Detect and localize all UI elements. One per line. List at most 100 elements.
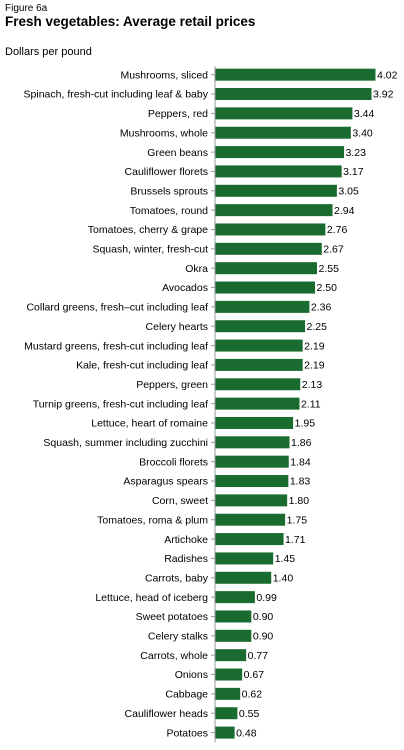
value-label: 0.99 (256, 592, 277, 604)
category-label: Spinach, fresh-cut including leaf & baby (24, 89, 209, 101)
value-label: 2.94 (334, 205, 355, 217)
value-label: 2.50 (317, 282, 338, 294)
category-label: Potatoes (167, 727, 208, 739)
bar (215, 687, 241, 700)
category-label: Brussels sprouts (130, 185, 208, 197)
category-label: Tomatoes, roma & plum (97, 514, 208, 526)
unit-label: Dollars per pound (5, 46, 92, 58)
bar (215, 300, 310, 313)
bar (215, 416, 294, 429)
bar (215, 281, 316, 294)
category-label: Corn, sweet (152, 495, 208, 507)
value-label: 0.90 (253, 631, 274, 643)
bar (215, 204, 333, 217)
value-label: 2.25 (307, 321, 328, 333)
bar (215, 397, 300, 410)
value-label: 1.45 (275, 553, 296, 565)
bar (215, 126, 351, 139)
bar (215, 358, 303, 371)
value-label: 1.84 (290, 456, 311, 468)
category-label: Lettuce, heart of romaine (91, 418, 208, 430)
category-label: Collard greens, fresh–cut including leaf (26, 302, 208, 314)
bar (215, 165, 342, 178)
bar (215, 726, 235, 739)
value-label: 0.55 (239, 708, 260, 720)
value-label: 2.11 (301, 398, 321, 410)
value-label: 1.40 (273, 572, 294, 584)
category-label: Tomatoes, cherry & grape (88, 224, 208, 236)
category-label: Okra (185, 263, 208, 275)
category-label: Broccoli florets (139, 456, 208, 468)
bar (215, 552, 274, 565)
value-label: 3.92 (373, 89, 394, 101)
bar (215, 436, 290, 449)
value-label: 0.62 (242, 689, 263, 701)
figure-label: Figure 6a (5, 3, 48, 14)
bar (215, 320, 306, 333)
category-label: Squash, summer including zucchini (43, 437, 208, 449)
value-label: 0.90 (253, 611, 274, 623)
category-label: Celery hearts (146, 321, 208, 333)
category-label: Onions (175, 669, 208, 681)
category-label: Carrots, whole (140, 650, 208, 662)
category-label: Lettuce, head of iceberg (95, 592, 208, 604)
bar (215, 223, 326, 236)
category-label: Turnip greens, fresh-cut including leaf (33, 398, 208, 410)
bar (215, 649, 247, 662)
category-label: Sweet potatoes (136, 611, 208, 623)
category-label: Mustard greens, fresh-cut including leaf (24, 340, 208, 352)
bar (215, 668, 243, 681)
value-label: 1.95 (295, 418, 316, 430)
value-label: 1.75 (287, 514, 308, 526)
bar (215, 629, 252, 642)
value-label: 4.02 (377, 69, 398, 81)
category-label: Avocados (162, 282, 208, 294)
bar (215, 591, 255, 604)
bar (215, 475, 289, 488)
bar (215, 242, 322, 255)
category-label: Asparagus spears (123, 476, 208, 488)
bar (215, 68, 376, 81)
value-label: 0.48 (236, 727, 257, 739)
value-label: 2.55 (318, 263, 339, 275)
category-label: Peppers, green (136, 379, 208, 391)
category-label: Artichoke (164, 534, 208, 546)
bar (215, 571, 272, 584)
value-label: 1.80 (289, 495, 310, 507)
bar (215, 513, 286, 526)
value-label: 2.36 (311, 302, 332, 314)
category-label: Mushrooms, whole (120, 127, 208, 139)
bar (215, 455, 289, 468)
bar (215, 533, 284, 546)
category-label: Cauliflower florets (125, 166, 208, 178)
value-label: 3.23 (346, 147, 367, 159)
value-label: 3.40 (352, 127, 373, 139)
value-label: 1.83 (290, 476, 311, 488)
bar (215, 610, 252, 623)
bar (215, 494, 288, 507)
bar (215, 107, 353, 120)
value-label: 3.05 (338, 185, 359, 197)
bar (215, 184, 337, 197)
category-label: Kale, fresh-cut including leaf (76, 360, 208, 372)
bar (215, 339, 303, 352)
value-label: 1.86 (291, 437, 312, 449)
category-label: Squash, winter, fresh-cut (92, 244, 208, 256)
value-label: 3.17 (343, 166, 364, 178)
value-label: 3.44 (354, 108, 375, 120)
bar (215, 262, 317, 275)
value-label: 2.76 (327, 224, 348, 236)
category-label: Carrots, baby (145, 572, 209, 584)
value-label: 2.19 (304, 340, 325, 352)
chart-title: Fresh vegetables: Average retail prices (5, 14, 256, 29)
value-label: 1.71 (285, 534, 306, 546)
category-label: Tomatoes, round (130, 205, 208, 217)
value-label: 2.13 (302, 379, 323, 391)
category-label: Radishes (164, 553, 208, 565)
bar (215, 146, 345, 159)
category-label: Mushrooms, sliced (120, 69, 208, 81)
bar (215, 378, 301, 391)
bar (215, 88, 372, 101)
value-label: 0.77 (248, 650, 269, 662)
